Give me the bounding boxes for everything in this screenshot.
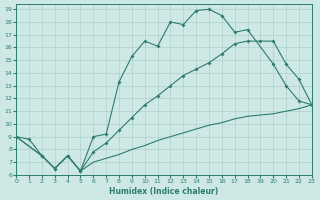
X-axis label: Humidex (Indice chaleur): Humidex (Indice chaleur): [109, 187, 219, 196]
